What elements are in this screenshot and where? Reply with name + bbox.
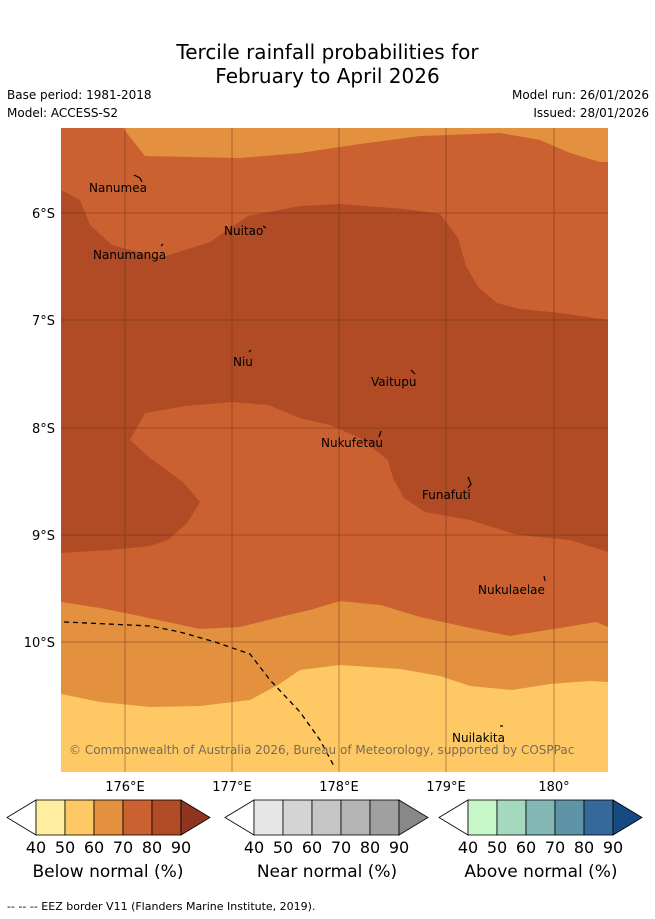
lat-label-10s: 10°S [24,636,55,651]
place-nanumea: Nanumea [89,181,147,195]
above-swatch-5 [612,799,643,836]
above-tick-label: 40 [458,838,478,857]
near-tick-label: 40 [244,838,264,857]
island-outlines [133,174,546,727]
place-nukulaelae: Nukulaelae [478,583,545,597]
map-title-line1: Tercile rainfall probabilities for [176,40,479,64]
eez-border [63,621,336,769]
near-tick-label: 70 [331,838,351,857]
below-swatch-3 [122,799,153,836]
lon-label-176e: 176°E [105,780,145,795]
place-vaitupu: Vaitupu [371,375,417,389]
near-swatch-4 [369,799,400,836]
legend-above-normal-label: Above normal (%) [464,862,618,882]
base-period: Base period: 1981-2018 [7,88,152,102]
below-swatch-5 [180,799,211,836]
island-niu [248,349,252,353]
above-swatch-4 [583,799,614,836]
place-nuilakita: Nuilakita [452,731,505,745]
legend-below-normal-label: Below normal (%) [32,862,184,882]
colorbar-below-normal: 40 50 60 70 80 90 [6,799,211,857]
place-nanumanga: Nanumanga [93,248,166,262]
legend-near-normal-label: Near normal (%) [256,862,398,882]
lat-label-9s: 9°S [32,529,55,544]
below-swatch-4 [151,799,182,836]
lat-label-6s: 6°S [32,207,55,222]
lon-label-178e: 178°E [319,780,359,795]
below-swatch-0 [35,799,66,836]
near-swatch-2 [311,799,342,836]
map-title: Tercile rainfall probabilities for Febru… [0,40,655,88]
island-nanumanga [160,243,164,247]
colorbar-above-normal: 40 50 60 70 80 90 [438,799,643,857]
above-tick-label: 50 [487,838,507,857]
island-funafuti [467,476,472,489]
graticule [61,128,608,772]
model-run: Model run: 26/01/2026 [511,88,649,102]
below-tick-label: 60 [84,838,104,857]
above-swatch-2 [525,799,556,836]
issued-date: Issued: 28/01/2026 [533,106,649,120]
above-swatch-3 [554,799,585,836]
near-tick-label: 80 [360,838,380,857]
eez-legend: -- -- -- EEZ border V11 (Flanders Marine… [7,900,316,913]
island-nukufetau [378,430,382,438]
near-swatch-5 [398,799,429,836]
near-tick-label: 90 [389,838,409,857]
place-niu: Niu [233,355,253,369]
map-title-line2: February to April 2026 [215,64,440,88]
below-tick-label: 40 [26,838,46,857]
near-tick-label: 50 [273,838,293,857]
below-tick-label: 70 [113,838,133,857]
above-tick-label: 80 [574,838,594,857]
below-tick-label: 80 [142,838,162,857]
near-swatch-3 [340,799,371,836]
below-arrow-low [6,799,37,836]
lon-label-180: 180° [538,780,569,795]
near-tick-label: 60 [302,838,322,857]
above-tick-label: 90 [603,838,623,857]
lon-label-177e: 177°E [212,780,252,795]
above-swatch-0 [467,799,498,836]
place-funafuti: Funafuti [422,488,471,502]
colorbar-near-normal: 40 50 60 70 80 90 [224,799,429,857]
island-nanumea [133,174,143,183]
lon-label-179e: 179°E [426,780,466,795]
below-tick-label: 90 [171,838,191,857]
model-name: Model: ACCESS-S2 [7,106,119,120]
lat-label-8s: 8°S [32,422,55,437]
island-nuitao [262,225,267,229]
near-swatch-1 [282,799,313,836]
below-swatch-2 [93,799,124,836]
above-arrow-low [438,799,469,836]
probability-contours [61,128,608,772]
island-nukulaelae [543,575,546,582]
contour-80-90 [61,190,608,553]
place-nukufetau: Nukufetau [321,436,383,450]
place-nuitao: Nuitao [224,224,263,238]
above-tick-label: 60 [516,838,536,857]
lat-label-7s: 7°S [32,314,55,329]
below-swatch-1 [64,799,95,836]
near-swatch-0 [253,799,284,836]
below-tick-label: 50 [55,838,75,857]
above-swatch-1 [496,799,527,836]
near-arrow-low [224,799,255,836]
above-tick-label: 70 [545,838,565,857]
copyright-notice: © Commonwealth of Australia 2026, Bureau… [69,743,574,757]
island-vaitupu [410,369,416,375]
